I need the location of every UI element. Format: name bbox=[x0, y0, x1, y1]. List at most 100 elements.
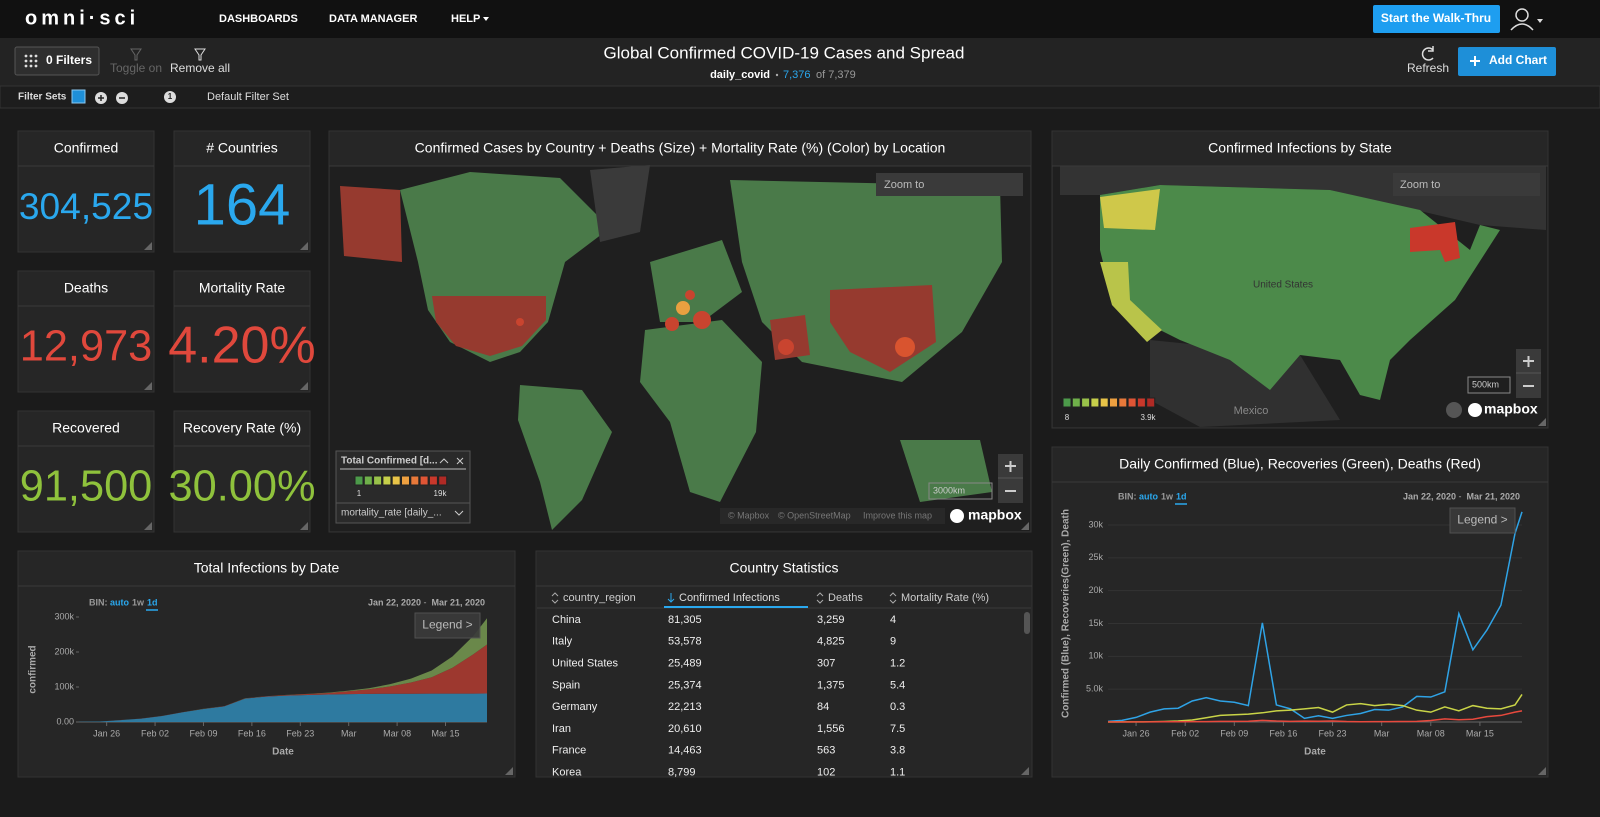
legend-swatch bbox=[373, 475, 383, 486]
kpi-value: 304,525 bbox=[19, 185, 153, 227]
legend-button[interactable] bbox=[1449, 507, 1516, 534]
zoom-to[interactable] bbox=[876, 173, 1023, 196]
legend-swatch bbox=[382, 475, 392, 486]
table-cell: 25,374 bbox=[668, 679, 702, 691]
total-count: of 7,379 bbox=[816, 69, 856, 81]
attribution: © OpenStreetMap bbox=[778, 510, 851, 520]
x-tick-label: Feb 09 bbox=[189, 728, 217, 738]
bin-option[interactable]: 1w bbox=[1161, 491, 1174, 501]
user-icon[interactable] bbox=[1515, 8, 1529, 22]
legend-button[interactable] bbox=[414, 612, 481, 639]
area bbox=[79, 693, 487, 722]
dashboard-title: Global Confirmed COVID-19 Cases and Spre… bbox=[604, 43, 965, 62]
y-tick-label: 5.0k bbox=[1086, 684, 1104, 694]
land bbox=[432, 296, 546, 356]
kpi-value: 30.00% bbox=[169, 462, 316, 510]
filter-bar bbox=[0, 85, 1600, 109]
column-header[interactable]: Deaths bbox=[828, 592, 863, 604]
logo: omni·sci bbox=[25, 7, 139, 29]
nav-item[interactable]: HELP bbox=[451, 13, 480, 25]
grid-icon bbox=[34, 54, 38, 58]
y-tick-label: 0.00 bbox=[56, 716, 74, 726]
panel bbox=[17, 270, 155, 393]
column-header[interactable]: Mortality Rate (%) bbox=[901, 592, 989, 604]
bin-option[interactable]: 1d bbox=[1176, 491, 1187, 501]
bubble bbox=[665, 317, 679, 331]
sort-desc-icon bbox=[667, 593, 675, 603]
remove-filters[interactable]: Remove all bbox=[170, 61, 230, 75]
bin-option[interactable]: 1w bbox=[132, 597, 145, 607]
grid-icon bbox=[29, 64, 33, 68]
table-cell: France bbox=[552, 745, 586, 757]
legend-swatch bbox=[1071, 397, 1081, 408]
table-cell: 7.5 bbox=[890, 723, 905, 735]
sort-icon bbox=[551, 592, 559, 604]
table-cell: 1.1 bbox=[890, 767, 905, 779]
table-name: daily_covid bbox=[710, 69, 770, 81]
separator-dot bbox=[775, 73, 779, 77]
resize-handle bbox=[300, 242, 308, 250]
legend-swatch bbox=[1118, 397, 1128, 408]
x-tick-label: Feb 02 bbox=[141, 728, 169, 738]
date-start: Jan 22, 2020 bbox=[1403, 491, 1456, 501]
grid-icon bbox=[24, 64, 28, 68]
line bbox=[1107, 710, 1523, 723]
state bbox=[1410, 222, 1460, 262]
set-number: 1 bbox=[168, 92, 173, 101]
grid-icon bbox=[34, 59, 38, 63]
x-tick-label: Mar 08 bbox=[1417, 728, 1445, 738]
legend-swatch bbox=[1136, 397, 1146, 408]
scale-bar bbox=[1467, 376, 1511, 394]
y-tick-label: 200k bbox=[54, 646, 74, 656]
zoom-to[interactable] bbox=[1393, 173, 1540, 196]
y-axis-label: Confirmed (Blue), Recoveries(Green), Dea… bbox=[1061, 509, 1072, 718]
walkthru-label: Start the Walk-Thru bbox=[1381, 11, 1491, 25]
legend-button-label: Legend > bbox=[1457, 513, 1507, 527]
legend-max: 3.9k bbox=[1140, 413, 1156, 422]
x-tick-label: Feb 02 bbox=[1171, 728, 1199, 738]
toolbar bbox=[0, 38, 1600, 86]
filter-set-icon[interactable] bbox=[71, 89, 86, 104]
x-tick-label: Mar bbox=[341, 728, 357, 738]
land bbox=[900, 440, 992, 502]
legend-swatch bbox=[354, 475, 364, 486]
grid-icon bbox=[24, 54, 28, 58]
bin-label: BIN: bbox=[1118, 491, 1137, 501]
caret bbox=[1537, 19, 1543, 23]
bin-option[interactable]: auto bbox=[1139, 491, 1159, 501]
legend-swatch bbox=[1109, 397, 1118, 408]
add-chart-button[interactable] bbox=[1458, 47, 1556, 76]
caret bbox=[483, 17, 489, 21]
bin-option[interactable]: 1d bbox=[147, 597, 158, 607]
scrollbar bbox=[1024, 612, 1030, 634]
panel bbox=[17, 130, 155, 253]
table-cell: 25,489 bbox=[668, 658, 702, 670]
resize-handle bbox=[505, 767, 513, 775]
walkthru-button[interactable] bbox=[1373, 5, 1500, 33]
state-map bbox=[1053, 166, 1547, 427]
refresh-label[interactable]: Refresh bbox=[1407, 61, 1449, 75]
bubble bbox=[895, 337, 915, 357]
nav-item[interactable]: DATA MANAGER bbox=[329, 13, 417, 25]
bin-option[interactable]: auto bbox=[110, 597, 130, 607]
resize-handle bbox=[1538, 767, 1546, 775]
kpi-label: Mortality Rate bbox=[199, 280, 286, 296]
table-cell: 14,463 bbox=[668, 745, 702, 757]
panel-title: Country Statistics bbox=[730, 560, 839, 576]
legend-min: 1 bbox=[357, 489, 362, 498]
column-header[interactable]: Confirmed Infections bbox=[679, 592, 780, 604]
zoom-to-label: Zoom to bbox=[884, 179, 924, 191]
nav-item[interactable]: DASHBOARDS bbox=[219, 13, 298, 25]
filters-button[interactable] bbox=[14, 46, 100, 76]
date-separator: - bbox=[424, 597, 427, 607]
x-tick-label: Jan 26 bbox=[1123, 728, 1150, 738]
legend-swatch bbox=[401, 475, 410, 486]
user-icon bbox=[1510, 23, 1534, 31]
column-header[interactable]: country_region bbox=[563, 592, 636, 604]
resize-handle bbox=[1021, 522, 1029, 530]
panel bbox=[173, 270, 311, 393]
panel-title: Confirmed Infections by State bbox=[1208, 140, 1392, 156]
legend-swatch bbox=[363, 475, 373, 486]
bubble bbox=[676, 301, 690, 315]
